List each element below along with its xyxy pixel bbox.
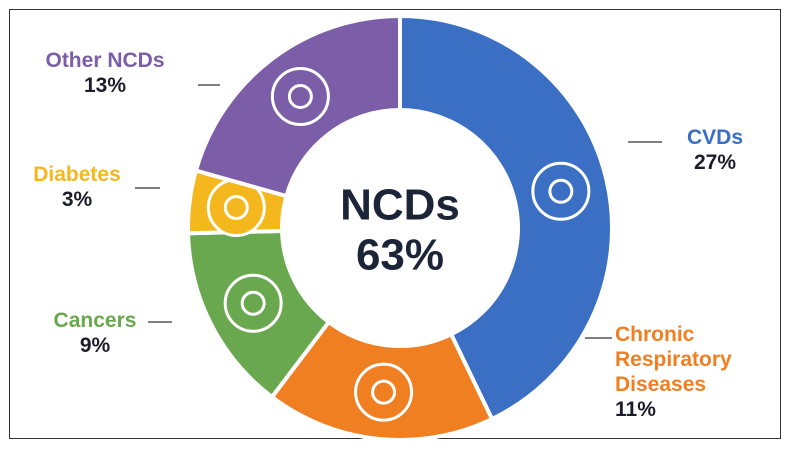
center-value: 63% [356,231,444,280]
segment-icon-glyph [240,290,266,316]
slice-value: 27% [693,151,737,174]
slice-value: 11% [615,398,656,421]
slice-label: Cancers 9% [45,308,145,358]
slice-value: 3% [61,188,93,211]
slice-name: Cancers [53,309,137,332]
donut-segment [398,13,614,422]
segment-icon-glyph [371,379,397,405]
slice-label: Chronic Respiratory Diseases 11% [615,322,775,422]
slice-value: 13% [83,74,127,97]
segment-icon [223,273,283,333]
slice-label: Diabetes 3% [22,162,132,212]
slice-value: 9% [79,334,111,357]
slice-name: CVDs [686,126,744,149]
slice-name: Other NCDs [45,49,165,72]
slice-label: CVDs 27% [660,125,770,175]
slice-name: Chronic Respiratory Diseases [615,323,732,396]
segment-icon-glyph [287,83,313,109]
segment-icon [354,362,414,422]
segment-icon-glyph [223,194,249,220]
center-title: NCDs [340,181,460,230]
segment-icon-glyph [548,178,574,204]
slice-name: Diabetes [33,163,121,186]
segment-icon [531,161,591,221]
segment-icon [270,66,330,126]
slice-label: Other NCDs 13% [30,48,180,98]
